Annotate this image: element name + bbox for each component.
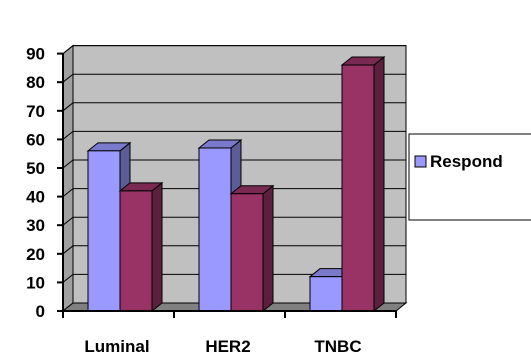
y-tick-label: 50 [26, 159, 45, 178]
gridline [62, 45, 406, 54]
y-tick-label: 90 [26, 45, 45, 64]
bar [229, 184, 275, 313]
gridline [62, 245, 406, 255]
y-tick-label: 30 [26, 216, 45, 235]
y-tick-label: 60 [26, 130, 45, 149]
x-category-label: HER2 [205, 337, 250, 356]
legend: Respond [408, 133, 531, 221]
y-tick-label: 70 [26, 102, 45, 121]
legend-label: Respond [430, 152, 503, 171]
gridline [62, 216, 406, 226]
legend-box [408, 133, 531, 221]
gridline [62, 130, 406, 140]
x-category-label: TNBC [314, 337, 361, 356]
x-category-label: Luminal [84, 337, 149, 356]
y-tick-label: 10 [26, 273, 45, 292]
gridline [62, 73, 406, 83]
gridline [62, 159, 406, 169]
gridline [62, 102, 406, 112]
legend-swatch [414, 155, 427, 168]
bar [340, 55, 386, 313]
y-tick-label: 80 [26, 73, 45, 92]
chart-side-wall [62, 44, 74, 313]
y-tick-label: 40 [26, 188, 45, 207]
gridline [62, 188, 406, 197]
y-tick-label: 0 [36, 302, 45, 321]
bar [118, 181, 164, 313]
gridline [62, 273, 406, 283]
y-tick-label: 20 [26, 245, 45, 264]
